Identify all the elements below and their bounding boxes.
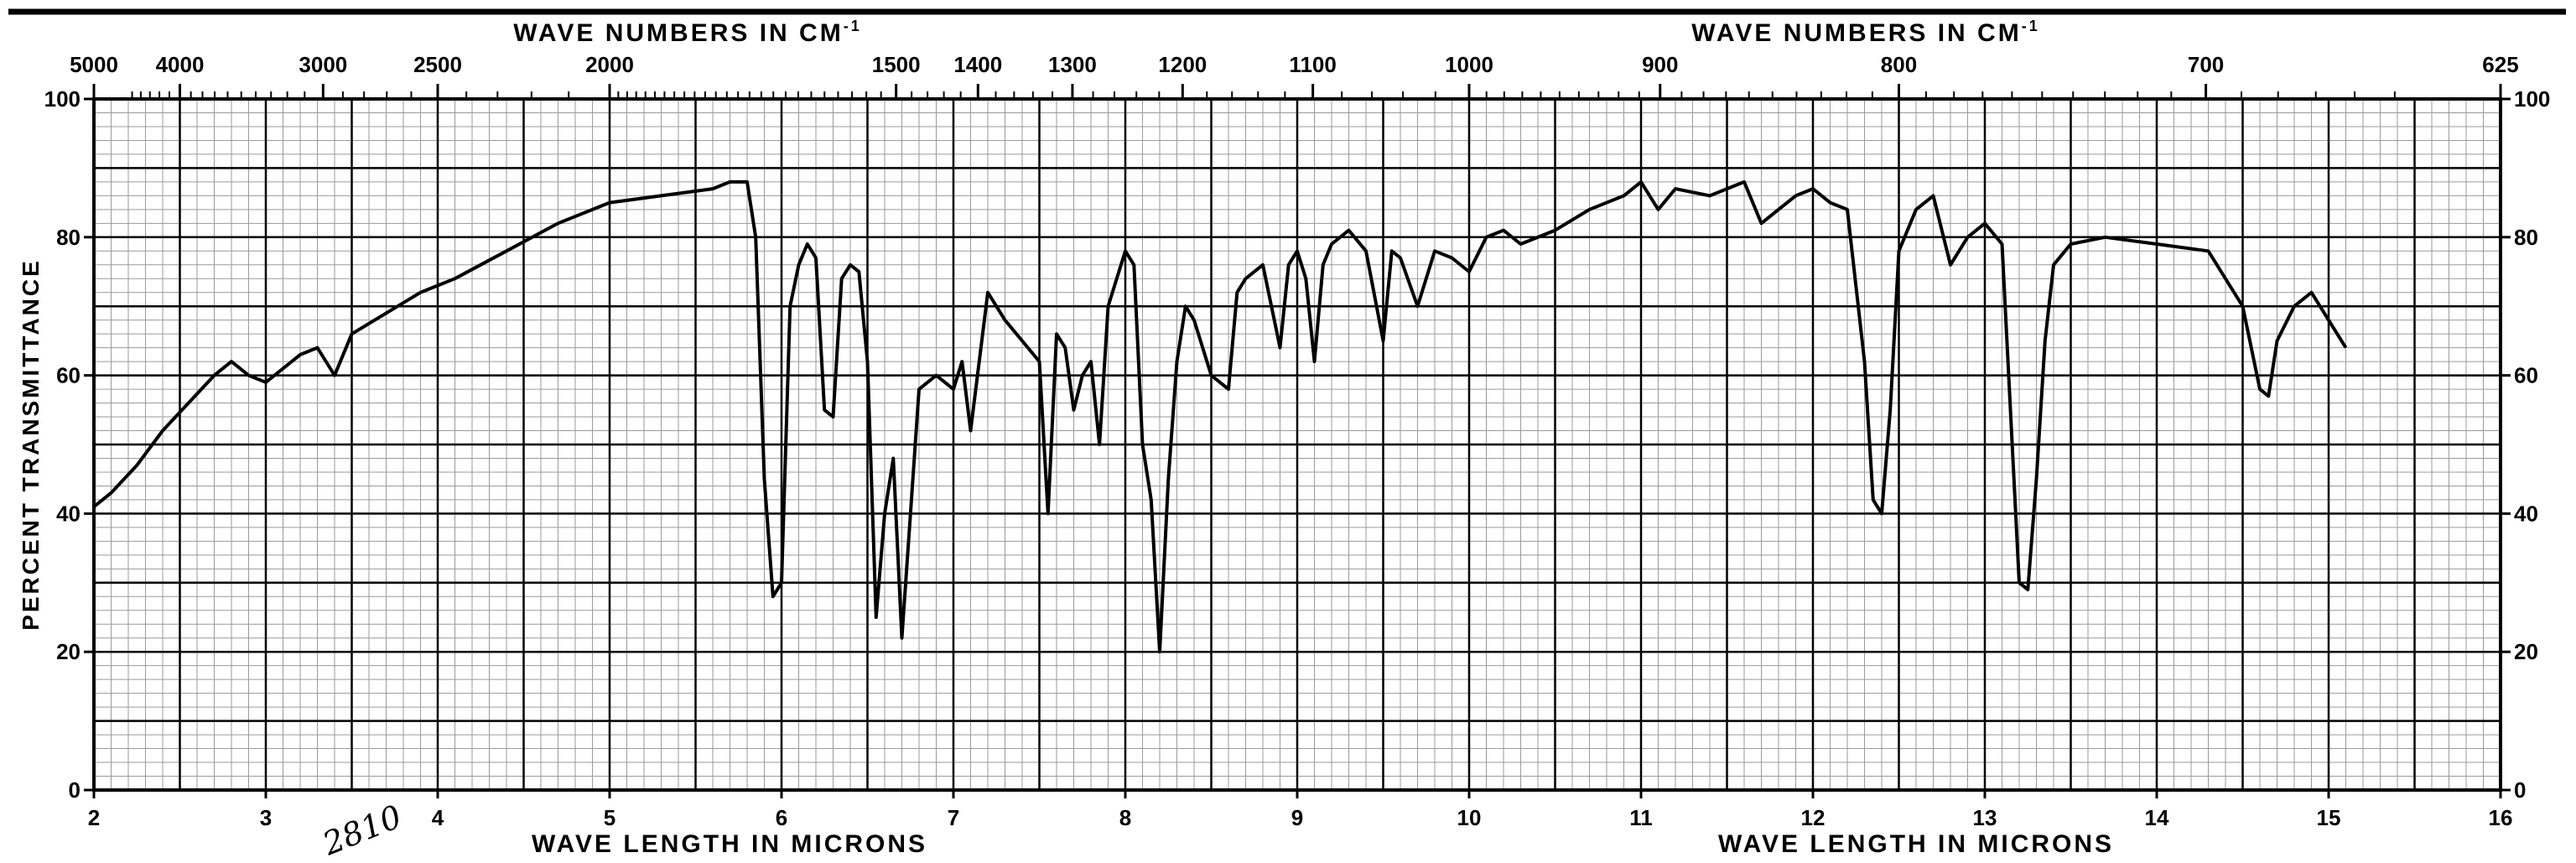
x-tick-label: 3 <box>260 805 272 830</box>
x-tick-label: 16 <box>2489 805 2513 830</box>
y-tick-label-right: 40 <box>2514 501 2538 526</box>
wavenumber-tick-label: 1200 <box>1158 52 1207 77</box>
top-axis-title-left: WAVE NUMBERS IN CM-1 <box>513 18 861 47</box>
wavenumber-tick-label: 5000 <box>70 52 118 77</box>
top-axis-title-right: WAVE NUMBERS IN CM-1 <box>1691 18 2039 47</box>
x-tick-label: 4 <box>432 805 444 830</box>
y-tick-label-right: 20 <box>2514 639 2538 664</box>
x-tick-label: 12 <box>1801 805 1826 830</box>
bottom-axis-title-right: WAVE LENGTH IN MICRONS <box>1718 830 2114 858</box>
wavenumber-tick-label: 700 <box>2188 52 2224 77</box>
x-tick-label: 14 <box>2145 805 2169 830</box>
x-tick-label: 13 <box>1973 805 1997 830</box>
spectrum-trace <box>92 179 2348 654</box>
x-tick-label: 8 <box>1119 805 1131 830</box>
y-tick-label-left: 0 <box>69 777 80 803</box>
y-tick-label-right: 100 <box>2514 86 2550 112</box>
wavenumber-tick-label: 800 <box>1881 52 1917 77</box>
x-tick-label: 9 <box>1291 805 1303 830</box>
wavenumber-tick-label: 625 <box>2482 52 2518 77</box>
wavenumber-tick-label: 1500 <box>872 52 921 77</box>
wavenumber-tick-label: 1000 <box>1445 52 1493 77</box>
wavenumber-tick-label: 1100 <box>1289 52 1336 77</box>
y-tick-label-left: 20 <box>56 639 80 664</box>
handwritten-annotation: 2810 <box>317 798 407 859</box>
wavenumber-tick-label: 2500 <box>413 52 462 77</box>
x-tick-label: 10 <box>1457 805 1482 830</box>
wavenumber-tick-label: 4000 <box>156 52 205 77</box>
x-tick-label: 2 <box>88 805 100 830</box>
x-tick-label: 15 <box>2317 805 2341 830</box>
y-tick-label-left: 40 <box>56 501 80 526</box>
wavenumber-tick-label: 3000 <box>299 52 347 77</box>
wavenumber-axis-ticks: 5000 4000 3000 2500 2000 1500 1400 1300 1200 1100… <box>70 52 2519 99</box>
y-axis-title: PERCENT TRANSMITTANCE <box>18 258 44 631</box>
y-tick-label-left: 80 <box>56 225 80 250</box>
wavenumber-tick-label: 900 <box>1642 52 1678 77</box>
y-tick-label-right: 60 <box>2514 363 2538 388</box>
wavenumber-tick-label: 1400 <box>953 52 1002 77</box>
y-tick-label-right: 0 <box>2514 777 2526 803</box>
y-tick-label-left: 60 <box>56 363 80 388</box>
y-axis-ticks-left: 0 20 40 60 80 100 <box>44 86 94 803</box>
y-tick-label-right: 80 <box>2514 225 2538 250</box>
y-tick-label-left: 100 <box>44 86 80 112</box>
x-axis-ticks: 2 3 4 5 6 7 8 9 10 11 12 13 14 15 16 <box>88 790 2513 830</box>
wavenumber-tick-label: 2000 <box>585 52 634 77</box>
x-tick-label: 7 <box>948 805 959 830</box>
x-tick-label: 11 <box>1629 805 1653 830</box>
x-tick-label: 6 <box>776 805 787 830</box>
bottom-axis-title-left: WAVE LENGTH IN MICRONS <box>532 830 927 858</box>
wavenumber-tick-label: 1300 <box>1048 52 1097 77</box>
x-tick-label: 5 <box>604 805 615 830</box>
y-axis-ticks-right: 0 20 40 60 80 100 <box>2501 86 2550 803</box>
